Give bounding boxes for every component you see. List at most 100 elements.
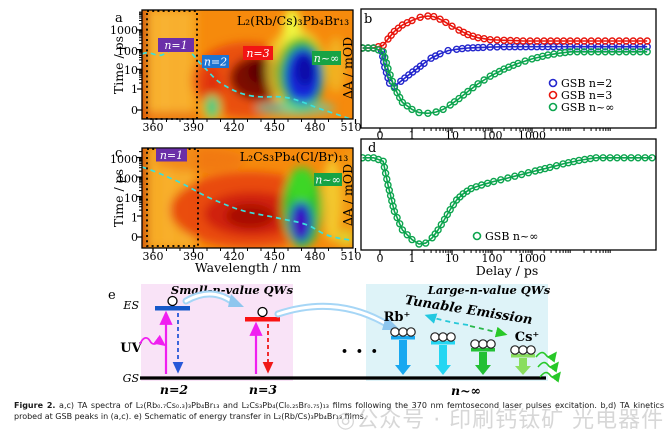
sample-title-a: L₂(Rb/Cs)₃Pb₄Br₁₃ <box>237 13 349 28</box>
kinetics-marker <box>474 80 482 88</box>
x-tick-420-a: 420 <box>224 121 245 134</box>
kinetics-marker <box>439 105 447 114</box>
kinetics-marker <box>622 37 630 45</box>
kinetics-marker <box>442 18 450 27</box>
x-tick-0-b: 0 <box>377 129 384 142</box>
x-tick-labels-c: 360 390 420 450 480 510 <box>143 250 362 263</box>
kinetics-marker <box>474 43 482 52</box>
panel-letter-a: a <box>115 11 123 26</box>
axis-ticks-c <box>137 151 357 253</box>
kinetics-marker <box>388 77 396 86</box>
kinetics-marker <box>573 37 581 45</box>
large-n-qw-title: Large-n-value QWs <box>427 283 551 297</box>
qw-label-n1-c: n=1 <box>156 148 187 162</box>
kinetics-marker <box>384 64 392 73</box>
kinetics-marker <box>643 37 651 45</box>
kinetics-marker <box>517 170 526 179</box>
n2-excited-level-bar <box>155 306 190 311</box>
kinetics-marker <box>533 37 541 45</box>
qw-label-n1-text-a: n=1 <box>164 39 187 52</box>
kinetics-line <box>362 47 648 115</box>
x-tick-450-c: 450 <box>264 250 285 263</box>
n2-exciton-circle <box>167 295 178 307</box>
qw-label-ninf-text-c: n~∞ <box>315 174 340 187</box>
x-tick-1000-d: 1000 <box>518 252 546 265</box>
kinetics-marker <box>493 43 501 51</box>
kinetics-marker <box>479 43 487 52</box>
qw-label-n1-a: n=1 <box>158 38 194 52</box>
kinetics-marker <box>436 15 444 23</box>
kinetics-curves-d <box>361 154 656 248</box>
panel-c: c L₂Cs₃Pb₄(Cl/Br)₁₃ n=1 n~∞ Time / ps 10… <box>110 146 362 275</box>
tunable-dashed-arrow-right <box>469 325 508 338</box>
kinetics-marker <box>415 240 423 248</box>
x-tick-labels-a: 360 390 420 450 480 510 <box>143 121 362 134</box>
x-tick-100-d: 100 <box>482 252 503 265</box>
y-tick-labels-a: 1000 100 10 1 0 <box>110 24 138 117</box>
kinetics-marker <box>524 168 533 177</box>
n2-energy-level-group: n=2 <box>155 295 190 397</box>
y-tick-1000-a: 1000 <box>110 24 138 37</box>
kinetics-marker <box>594 37 602 45</box>
panel-a: a L₂(Rb/Cs)₃Pb₄Br₁₃ n=1 n=2 n=3 n~∞ Time… <box>110 9 362 134</box>
kinetics-marker <box>536 166 544 174</box>
kinetics-marker <box>629 37 637 45</box>
kinetics-marker <box>587 37 595 45</box>
figure-caption-label: Figure 2. <box>14 401 56 410</box>
kinetics-marker <box>592 154 600 162</box>
kinetics-marker <box>486 43 494 51</box>
legend-marker-n2 <box>548 78 558 88</box>
kinetics-marker <box>403 231 411 239</box>
plot-frame-d <box>360 138 657 251</box>
kinetics-marker <box>648 154 656 162</box>
ground-state-label: GS <box>123 372 140 385</box>
qw-label-ninf-text-a: n~∞ <box>314 52 339 65</box>
kinetics-marker <box>606 154 614 162</box>
kinetics-marker <box>521 57 529 65</box>
kinetics-marker <box>511 172 519 180</box>
legend-b: GSB n=2 GSB n=3 GSB n~∞ <box>548 77 614 114</box>
legend-label-n3: GSB n=3 <box>561 89 612 102</box>
kinetics-marker <box>398 226 407 234</box>
kinetics-marker <box>629 48 637 56</box>
kinetics-marker <box>469 83 477 92</box>
kinetics-marker <box>430 12 438 21</box>
emission-wavy-arrows <box>535 351 561 383</box>
x-tick-labels-b: 0 1 10 100 1000 <box>377 129 547 142</box>
kinetics-marker <box>566 48 574 56</box>
qw-label-ninf-c: n~∞ <box>314 173 342 187</box>
kinetics-marker <box>541 164 549 173</box>
kinetics-marker <box>455 94 463 103</box>
panel-letter-e: e <box>108 288 116 303</box>
kinetics-marker <box>613 154 621 162</box>
x-tick-10-b: 10 <box>445 129 459 142</box>
lightgreen-emission-arrow <box>510 345 536 375</box>
kinetics-marker <box>580 37 588 45</box>
legend-label-n2: GSB n=2 <box>561 77 612 90</box>
x-tick-420-c: 420 <box>224 250 245 263</box>
kinetics-marker <box>486 36 494 44</box>
legend-marker-ninf <box>548 102 558 112</box>
figure-caption: Figure 2. a,c) TA spectra of L₂(Rb₀.₇Cs₀… <box>14 401 664 422</box>
uv-photon-wavy-arrow <box>139 334 166 347</box>
y-tick-1-c: 1 <box>131 212 138 225</box>
figure-caption-line1: a,c) TA spectra of L₂(Rb₀.₇Cs₀.₃)₃Pb₄Br₁… <box>59 401 597 410</box>
x-tick-100-b: 100 <box>482 129 503 142</box>
green-emission-arrow <box>470 339 496 375</box>
x-tick-390-c: 390 <box>183 250 204 263</box>
legend-d: GSB n~∞ <box>472 230 538 243</box>
kinetics-marker <box>396 220 404 228</box>
y-axis-label-a: Time / ps <box>111 36 126 94</box>
x-axis-label-wavelength: Wavelength / nm <box>195 260 301 275</box>
bleach-guide-dashed-line-c <box>142 166 353 242</box>
axis-ticks-b <box>379 128 611 133</box>
kinetics-marker <box>587 48 595 56</box>
small-n-qw-box <box>141 284 293 381</box>
kinetics-marker <box>464 44 472 52</box>
qw-label-n3-a: n=3 <box>243 46 273 60</box>
y-tick-100-a: 100 <box>117 45 138 58</box>
y-tick-0-a: 0 <box>131 104 138 117</box>
kinetics-marker <box>444 46 452 55</box>
